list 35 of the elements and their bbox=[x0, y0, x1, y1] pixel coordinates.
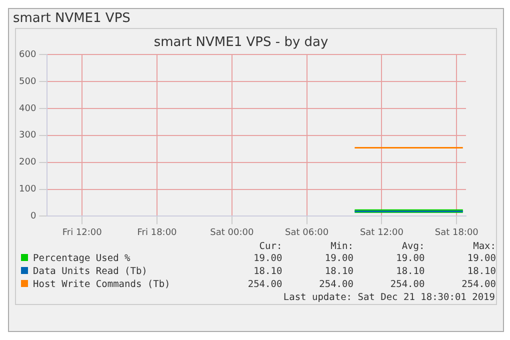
x-tick-label: Sat 18:00 bbox=[434, 228, 479, 238]
x-tick-label: Sat 06:00 bbox=[285, 228, 329, 238]
y-tick-label: 400 bbox=[18, 104, 36, 114]
chart-title: smart NVME1 VPS bbox=[12, 10, 132, 28]
text: Avg: bbox=[400, 241, 425, 252]
text: 19.00 bbox=[324, 252, 354, 265]
y-tick-label: 100 bbox=[18, 184, 36, 195]
legend-label: Percentage Used % bbox=[32, 252, 132, 265]
text: 254.00 bbox=[318, 278, 354, 291]
text: 19.00 bbox=[395, 252, 425, 265]
x-tick-label: Fri 12:00 bbox=[62, 228, 102, 238]
y-tick-label: 500 bbox=[18, 76, 36, 87]
text: Last update: Sat Dec 21 18:30:01 2019 bbox=[282, 291, 496, 304]
text: 18.10 bbox=[324, 265, 354, 278]
text: 254.00 bbox=[460, 278, 496, 291]
x-tick-label: Sat 00:00 bbox=[210, 228, 254, 238]
text: 254.00 bbox=[246, 278, 282, 291]
legend-label: Host Write Commands (Tb) bbox=[32, 278, 172, 291]
y-tick-label: 600 bbox=[18, 50, 36, 60]
text: 19.00 bbox=[252, 252, 282, 265]
text: Max: bbox=[472, 241, 496, 252]
text: Cur: bbox=[258, 241, 282, 252]
text: 18.10 bbox=[252, 265, 282, 278]
chart-subtitle: smart NVME1 VPS - by day bbox=[154, 35, 328, 50]
text: 19.00 bbox=[466, 252, 496, 265]
text: 18.10 bbox=[466, 265, 496, 278]
y-tick-label: 200 bbox=[18, 158, 36, 168]
x-tick-label: Sat 12:00 bbox=[360, 228, 404, 238]
y-tick-label: 300 bbox=[18, 130, 36, 141]
text: 18.10 bbox=[395, 265, 425, 278]
legend-label: Data Units Read (Tb) bbox=[32, 265, 148, 278]
text: Min: bbox=[330, 241, 354, 252]
y-tick-label: 0 bbox=[30, 212, 36, 222]
x-tick-label: Fri 18:00 bbox=[137, 228, 178, 238]
text: 254.00 bbox=[389, 278, 425, 291]
